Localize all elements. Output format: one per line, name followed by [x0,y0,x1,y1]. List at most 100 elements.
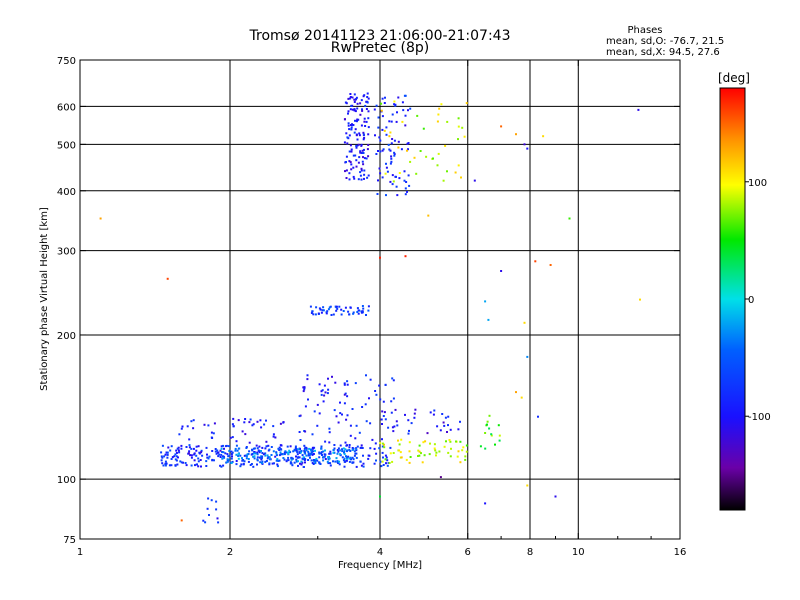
data-point [391,174,394,177]
data-point [375,104,378,107]
data-point [344,392,347,395]
data-point [271,462,274,465]
data-point [256,463,258,466]
data-point [205,446,208,449]
data-point [314,459,317,462]
data-point [222,451,225,454]
data-point [408,441,411,444]
data-point [234,449,237,452]
data-point [307,450,310,453]
data-point [413,412,416,415]
data-point [239,465,242,468]
data-point [278,446,281,449]
data-point [378,167,381,170]
data-point [201,454,204,457]
data-point [336,452,339,455]
y-axis-label: Stationary phase Virtual Height [km] [39,207,50,391]
data-point [369,378,372,381]
data-point [354,128,357,131]
data-point [390,142,393,145]
data-point [319,463,322,465]
data-point [338,460,341,463]
data-point [253,457,256,460]
data-point [313,459,315,461]
data-point [362,152,365,154]
data-point [195,445,198,448]
data-point [424,440,427,443]
data-point [218,453,221,456]
data-point [359,171,362,174]
data-point [190,447,193,450]
data-point [344,460,347,463]
data-point [247,458,250,460]
data-point [309,305,312,308]
data-point [379,460,382,463]
data-point [392,379,395,382]
colorbar-tick-label: 100 [748,178,767,189]
y-tick-label: 600 [57,102,76,113]
x-tick-label: 2 [227,547,233,558]
data-point [188,444,191,447]
data-point [169,449,172,452]
data-point [289,445,292,448]
data-point [338,463,341,466]
data-point [353,93,356,96]
data-point [374,134,376,137]
data-point [381,128,384,131]
data-point [315,457,318,460]
data-point [346,383,349,386]
data-point [345,132,348,135]
data-point [278,459,281,462]
data-point [282,421,285,424]
data-point [220,453,223,456]
data-point [442,421,445,424]
data-point [349,93,352,95]
data-point [302,390,305,393]
data-point [344,306,347,309]
data-point [329,452,332,455]
data-point [357,143,360,146]
data-point [179,460,182,463]
data-point [350,150,353,153]
data-point [418,454,421,457]
data-point [303,451,306,454]
data-point [363,173,366,176]
colorbar: [deg] 100 0 -100 [718,71,771,511]
data-point [248,441,251,444]
data-point [526,147,529,150]
data-point [417,455,419,457]
data-point [220,445,223,448]
data-point [360,310,363,313]
data-point [307,452,310,455]
data-point [363,157,366,160]
data-point [332,313,335,316]
data-point [426,432,429,435]
data-point [313,460,316,463]
data-point [388,135,391,138]
data-point [324,391,327,394]
data-point [344,101,347,104]
data-point [352,124,355,126]
data-point [385,456,388,459]
data-point [166,456,169,459]
data-point [360,311,363,314]
data-point [202,519,205,522]
data-point [299,451,302,454]
data-point [261,460,264,463]
data-point [194,464,196,467]
data-point [323,453,326,456]
data-point [404,193,407,196]
data-point [350,168,353,171]
data-point [296,456,299,459]
data-point [365,120,368,123]
data-point [206,456,209,459]
data-point [300,460,303,463]
data-point [349,144,352,147]
data-point [429,442,431,445]
data-point [274,436,277,439]
data-point [382,148,385,151]
data-point [160,455,163,458]
data-point [637,108,640,111]
data-point [383,446,386,449]
data-point [395,185,398,188]
